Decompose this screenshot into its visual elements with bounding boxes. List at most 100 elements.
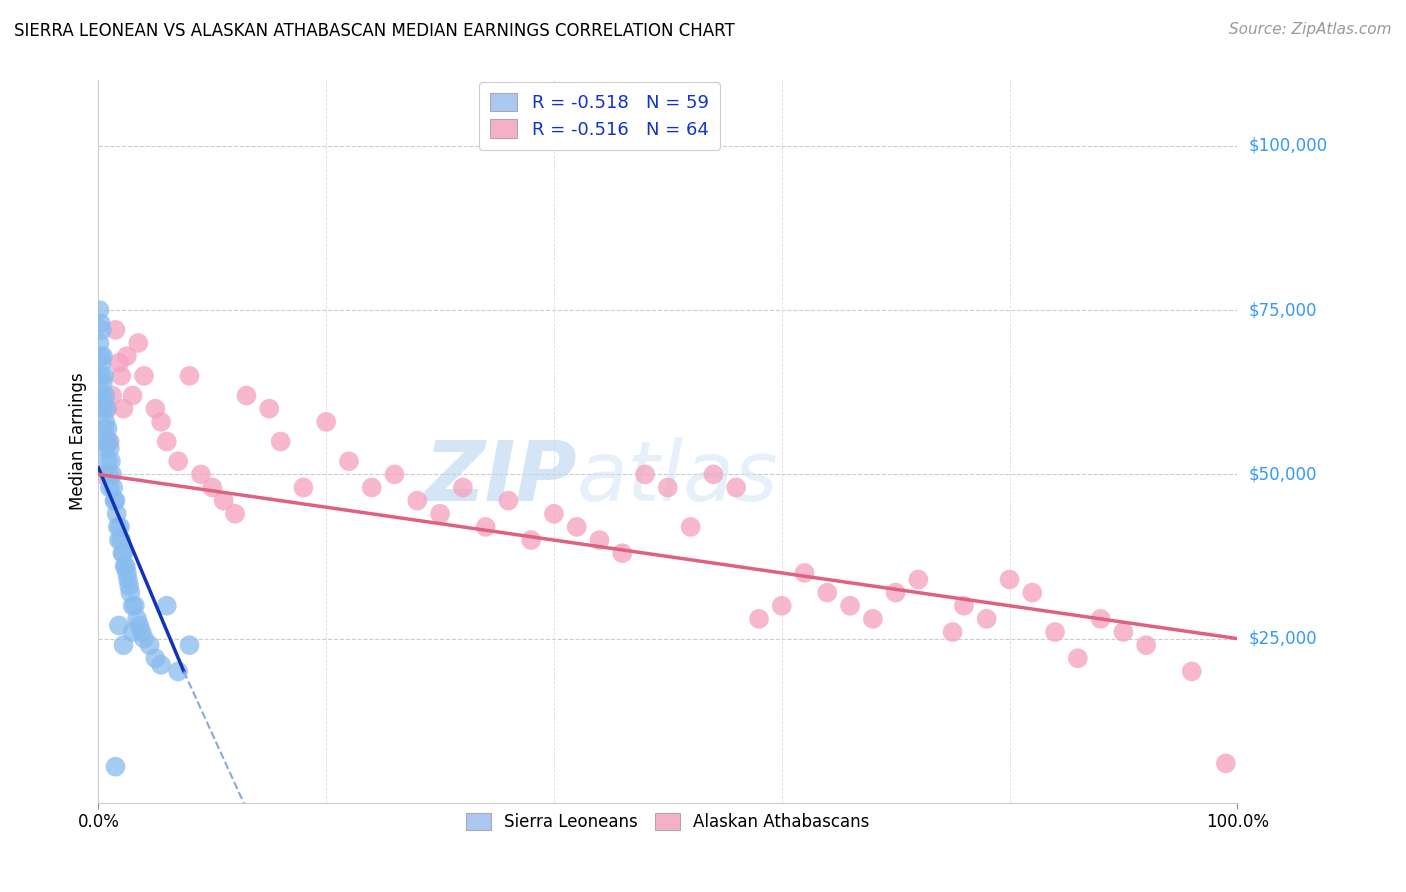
Point [212, 493, 235, 508]
Point [103, 493, 125, 508]
Point [138, 638, 160, 652]
Point [105, 507, 128, 521]
Point [121, 388, 143, 402]
Point [131, 625, 153, 640]
Point [96, 421, 118, 435]
Point [107, 520, 129, 534]
Point [815, 585, 838, 599]
Point [179, 638, 201, 652]
Point [115, 349, 138, 363]
Point [565, 520, 588, 534]
Point [998, 573, 1021, 587]
Point [770, 599, 793, 613]
Point [190, 467, 212, 482]
Point [96, 401, 118, 416]
Point [128, 618, 150, 632]
Text: SIERRA LEONEAN VS ALASKAN ATHABASCAN MEDIAN EARNINGS CORRELATION CHART: SIERRA LEONEAN VS ALASKAN ATHABASCAN MED… [14, 22, 735, 40]
Point [96, 401, 118, 416]
Point [884, 585, 907, 599]
Point [108, 356, 131, 370]
Point [634, 467, 657, 482]
Legend: Sierra Leoneans, Alaskan Athabascans: Sierra Leoneans, Alaskan Athabascans [460, 806, 876, 838]
Point [145, 401, 167, 416]
Text: ZIP: ZIP [425, 437, 576, 518]
Point [179, 368, 201, 383]
Point [1112, 625, 1135, 640]
Point [953, 599, 976, 613]
Point [167, 454, 190, 468]
Point [110, 533, 132, 547]
Point [156, 599, 179, 613]
Point [94, 441, 117, 455]
Point [117, 573, 139, 587]
Text: $75,000: $75,000 [1249, 301, 1317, 319]
Point [292, 481, 315, 495]
Point [498, 493, 520, 508]
Point [90, 316, 112, 330]
Point [1135, 638, 1157, 652]
Point [1181, 665, 1204, 679]
Point [235, 388, 257, 402]
Point [108, 618, 131, 632]
Point [112, 546, 135, 560]
Point [112, 638, 135, 652]
Point [1043, 625, 1066, 640]
Point [118, 579, 141, 593]
Point [406, 493, 429, 508]
Point [103, 481, 125, 495]
Point [862, 612, 884, 626]
Point [259, 401, 281, 416]
Point [96, 434, 118, 449]
Point [315, 415, 337, 429]
Point [725, 481, 748, 495]
Point [96, 454, 118, 468]
Point [112, 401, 135, 416]
Point [93, 368, 115, 383]
Point [657, 481, 679, 495]
Point [132, 632, 155, 646]
Point [104, 493, 127, 508]
Point [127, 612, 149, 626]
Point [384, 467, 406, 482]
Point [101, 467, 124, 482]
Point [1067, 651, 1090, 665]
Point [360, 481, 382, 495]
Point [108, 533, 131, 547]
Point [337, 454, 360, 468]
Text: $25,000: $25,000 [1249, 630, 1317, 648]
Point [167, 665, 190, 679]
Point [114, 559, 136, 574]
Text: $50,000: $50,000 [1249, 466, 1317, 483]
Text: $100,000: $100,000 [1249, 137, 1327, 155]
Point [121, 599, 143, 613]
Point [90, 356, 112, 370]
Point [612, 546, 634, 560]
Point [89, 303, 111, 318]
Point [145, 651, 167, 665]
Point [156, 434, 179, 449]
Point [114, 559, 136, 574]
Point [97, 467, 120, 482]
Text: atlas: atlas [576, 437, 779, 518]
Point [91, 467, 114, 482]
Point [127, 336, 149, 351]
Point [98, 481, 121, 495]
Point [91, 349, 114, 363]
Y-axis label: Median Earnings: Median Earnings [69, 373, 87, 510]
Point [90, 349, 112, 363]
Point [679, 520, 702, 534]
Point [1090, 612, 1112, 626]
Point [100, 454, 122, 468]
Point [942, 625, 965, 640]
Point [793, 566, 815, 580]
Point [91, 376, 114, 390]
Point [520, 533, 543, 547]
Point [150, 657, 173, 672]
Point [93, 395, 115, 409]
Point [451, 481, 474, 495]
Point [90, 388, 112, 402]
Point [976, 612, 998, 626]
Point [94, 388, 117, 402]
Point [90, 368, 112, 383]
Point [588, 533, 610, 547]
